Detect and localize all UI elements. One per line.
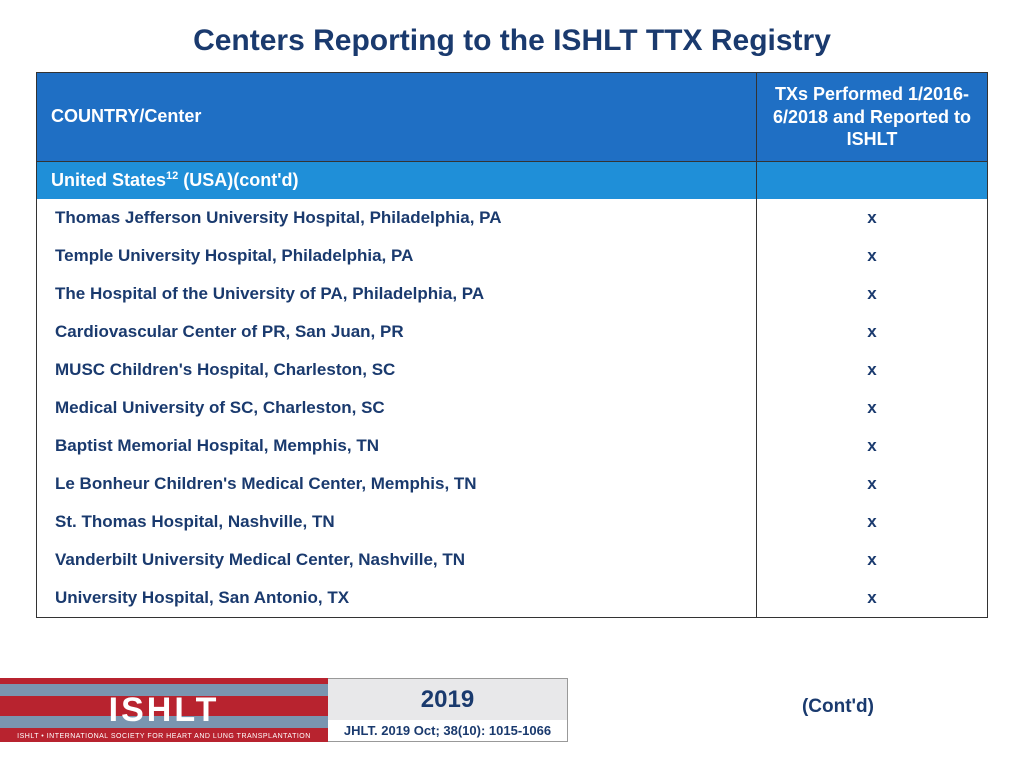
cell-mark: x [757,579,987,617]
centers-table: COUNTRY/Center TXs Performed 1/2016-6/20… [36,72,988,618]
table-row: Cardiovascular Center of PR, San Juan, P… [37,313,987,351]
logo-subtext: ISHLT • INTERNATIONAL SOCIETY FOR HEART … [0,733,328,740]
page-title: Centers Reporting to the ISHLT TTX Regis… [0,0,1024,72]
cell-mark: x [757,427,987,465]
cell-center-name: Medical University of SC, Charleston, SC [37,389,757,427]
cell-center-name: MUSC Children's Hospital, Charleston, SC [37,351,757,389]
cell-mark: x [757,503,987,541]
logo-block: ISHLT ISHLT • INTERNATIONAL SOCIETY FOR … [0,678,328,742]
table-row: Vanderbilt University Medical Center, Na… [37,541,987,579]
cell-mark: x [757,275,987,313]
table-row: Le Bonheur Children's Medical Center, Me… [37,465,987,503]
cell-mark: x [757,541,987,579]
table-row: The Hospital of the University of PA, Ph… [37,275,987,313]
table-row: St. Thomas Hospital, Nashville, TNx [37,503,987,541]
subheader-country-name: United States [51,170,166,190]
cell-center-name: Vanderbilt University Medical Center, Na… [37,541,757,579]
cell-mark: x [757,465,987,503]
year-label: 2019 [328,679,567,720]
table-row: University Hospital, San Antonio, TXx [37,579,987,617]
cell-center-name: University Hospital, San Antonio, TX [37,579,757,617]
citation-label: JHLT. 2019 Oct; 38(10): 1015-1066 [328,720,567,741]
subheader-country: United States12 (USA)(cont'd) [37,162,757,199]
logo-text: ISHLT [109,691,220,730]
logo-top: ISHLT ISHLT • INTERNATIONAL SOCIETY FOR … [0,678,328,742]
cell-mark: x [757,313,987,351]
table-row: Baptist Memorial Hospital, Memphis, TNx [37,427,987,465]
table-row: MUSC Children's Hospital, Charleston, SC… [37,351,987,389]
cell-center-name: Le Bonheur Children's Medical Center, Me… [37,465,757,503]
cell-center-name: Cardiovascular Center of PR, San Juan, P… [37,313,757,351]
table-header-row: COUNTRY/Center TXs Performed 1/2016-6/20… [37,73,987,162]
subheader-blank [757,162,987,199]
table-row: Medical University of SC, Charleston, SC… [37,389,987,427]
table-row: Thomas Jefferson University Hospital, Ph… [37,199,987,237]
cell-center-name: Thomas Jefferson University Hospital, Ph… [37,199,757,237]
cell-mark: x [757,351,987,389]
cell-mark: x [757,237,987,275]
cell-center-name: Temple University Hospital, Philadelphia… [37,237,757,275]
cell-mark: x [757,199,987,237]
year-block: 2019 JHLT. 2019 Oct; 38(10): 1015-1066 [328,678,568,742]
cell-center-name: St. Thomas Hospital, Nashville, TN [37,503,757,541]
table-row: Temple University Hospital, Philadelphia… [37,237,987,275]
subheader-suffix: (USA)(cont'd) [178,170,298,190]
col-header-txs: TXs Performed 1/2016-6/2018 and Reported… [757,73,987,161]
table-subheader-row: United States12 (USA)(cont'd) [37,162,987,199]
cell-center-name: Baptist Memorial Hospital, Memphis, TN [37,427,757,465]
cell-center-name: The Hospital of the University of PA, Ph… [37,275,757,313]
cell-mark: x [757,389,987,427]
footer: ISHLT ISHLT • INTERNATIONAL SOCIETY FOR … [0,678,1024,742]
subheader-sup: 12 [166,170,178,182]
col-header-country: COUNTRY/Center [37,73,757,161]
